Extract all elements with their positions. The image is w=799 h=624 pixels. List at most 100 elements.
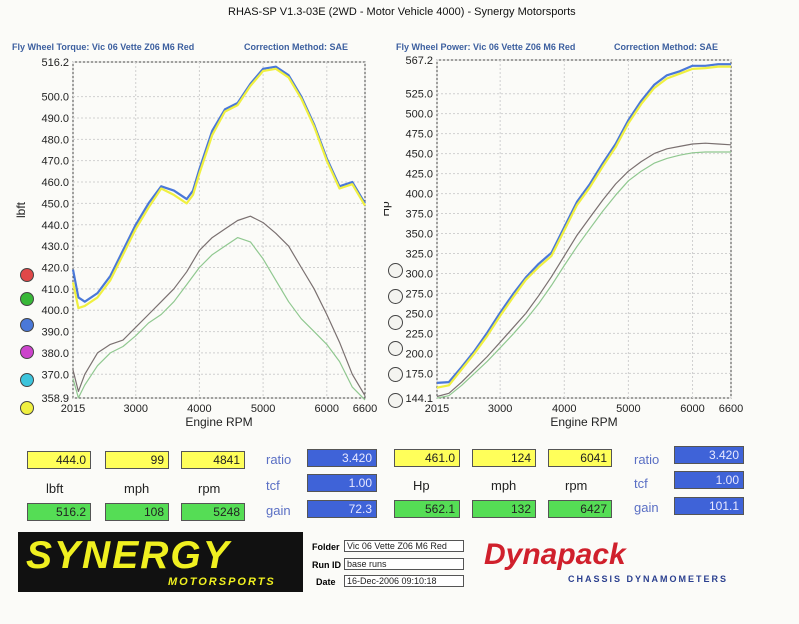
power-x-tick-label: 5000 (616, 403, 640, 415)
power-x-tick-label: 6000 (680, 403, 704, 415)
power-y-tick-label: 200.0 (405, 348, 433, 360)
legend-empty-circle (388, 263, 403, 278)
power-series-yellow-line (436, 65, 731, 389)
folder-value: Vic 06 Vette Z06 M6 Red (344, 540, 464, 552)
legend-dot-cyan (20, 373, 34, 387)
right-unit-label: Hp (413, 478, 430, 493)
dynapack-logo-subtext: CHASSIS DYNAMOMETERS (568, 574, 729, 584)
report-title: RHAS-SP V1.3-03E (2WD - Motor Vehicle 40… (228, 6, 576, 18)
legend-dot-magenta (20, 345, 34, 359)
power-series-gray-line (436, 142, 732, 398)
right-correction-method: Correction Method: SAE (614, 42, 719, 52)
torque-y-axis-label: lbft (14, 201, 28, 218)
torque-x-tick-label: 6000 (315, 403, 339, 415)
torque-y-tick-label: 420.0 (41, 262, 69, 274)
left-max-mph: 108 (105, 503, 169, 521)
left-peak-rpm: 4841 (181, 451, 245, 469)
left-ratio-label: ratio (266, 452, 292, 467)
right-gain-value: 101.1 (674, 497, 744, 515)
power-chart: 2015 3000 4000 5000 6000 6600 567.2 525.0 500.0 4… (384, 55, 743, 429)
power-y-tick-label: 400.0 (405, 189, 433, 201)
torque-x-tick-label: 4000 (187, 403, 211, 415)
synergy-logo-text: SYNERGY (26, 534, 231, 577)
power-y-tick-label: 250.0 (405, 308, 433, 320)
right-max-value: 562.1 (394, 500, 460, 518)
torque-x-tick-label: 6600 (353, 403, 377, 415)
torque-y-tick-label: 450.0 (41, 198, 69, 210)
dynapack-logo: Dynapack (484, 538, 626, 571)
right-ratio-label: ratio (634, 452, 660, 467)
power-y-tick-label: 325.0 (405, 248, 433, 260)
left-max-rpm: 5248 (181, 503, 245, 521)
power-x-axis-label: Engine RPM (550, 415, 617, 429)
torque-y-tick-label: 460.0 (41, 177, 69, 189)
power-y-tick-label: 300.0 (405, 268, 433, 280)
left-gain-value: 72.3 (307, 500, 377, 518)
power-x-tick-label: 3000 (488, 403, 512, 415)
left-rpm-label: rpm (198, 481, 221, 496)
right-chart-subtitle: Fly Wheel Power: Vic 06 Vette Z06 M6 Red (396, 42, 576, 52)
right-peak-rpm: 6041 (548, 449, 612, 467)
torque-series-lightgreen-line (72, 237, 366, 401)
torque-x-tick-label: 3000 (123, 403, 147, 415)
torque-series-yellow-line (71, 67, 366, 310)
power-y-tick-label: 144.1 (405, 393, 433, 405)
power-x-tick-label: 6600 (719, 403, 743, 415)
folder-label: Folder (312, 542, 340, 552)
torque-y-tick-label: 410.0 (41, 284, 69, 296)
left-gain-label: gain (266, 503, 291, 518)
legend-empty-circle (388, 315, 403, 330)
torque-plot-frame (72, 61, 366, 399)
right-max-mph: 132 (472, 500, 536, 518)
right-peak-mph: 124 (472, 449, 536, 467)
power-y-tick-label: 425.0 (405, 169, 433, 181)
runid-label: Run ID (312, 560, 341, 570)
left-tcf-label: tcf (266, 478, 280, 493)
legend-dot-green (20, 292, 34, 306)
power-x-tick-label: 4000 (552, 403, 576, 415)
power-y-tick-label: 500.0 (405, 109, 433, 121)
right-tcf-value: 1.00 (674, 471, 744, 489)
power-x-tick-label: 2015 (425, 403, 449, 415)
right-mph-label: mph (491, 478, 517, 493)
left-unit-label: lbft (46, 481, 64, 496)
torque-y-tick-label: 470.0 (41, 156, 69, 168)
torque-x-axis-label: Engine RPM (185, 415, 252, 429)
torque-y-tick-label: 490.0 (41, 113, 69, 125)
torque-y-tick-label: 358.9 (41, 393, 69, 405)
left-chart-subtitle: Fly Wheel Torque: Vic 06 Vette Z06 M6 Re… (12, 42, 195, 52)
legend-empty-circle (388, 393, 403, 408)
torque-series-gray-line (72, 215, 366, 397)
torque-y-tick-label: 370.0 (41, 369, 69, 381)
legend-empty-circle (388, 367, 403, 382)
power-y-tick-label: 350.0 (405, 229, 433, 241)
left-ratio-value: 3.420 (307, 449, 377, 467)
torque-x-tick-label: 5000 (251, 403, 275, 415)
runid-value: base runs (344, 558, 464, 570)
power-plot-frame (436, 59, 732, 399)
right-gain-label: gain (634, 500, 659, 515)
torque-y-tick-label: 440.0 (41, 220, 69, 232)
left-peak-value: 444.0 (27, 451, 91, 469)
power-y-tick-label: 475.0 (405, 129, 433, 141)
legend-dot-blue (20, 318, 34, 332)
right-rpm-label: rpm (565, 478, 588, 493)
left-tcf-value: 1.00 (307, 474, 377, 492)
power-y-axis-label: Hp (384, 201, 392, 217)
right-ratio-value: 3.420 (674, 446, 744, 464)
right-max-rpm: 6427 (548, 500, 612, 518)
legend-dot-yellow (20, 401, 34, 415)
power-series-blue-line (436, 63, 731, 384)
legend-empty-circle (388, 341, 403, 356)
torque-y-tick-label: 516.2 (41, 57, 69, 69)
torque-x-tick-label: 2015 (61, 403, 85, 415)
power-y-tick-label: 375.0 (405, 209, 433, 221)
date-label: Date (316, 577, 336, 587)
power-y-tick-label: 567.2 (405, 55, 433, 67)
torque-y-tick-label: 390.0 (41, 327, 69, 339)
date-value: 16-Dec-2006 09:10:18 (344, 575, 464, 587)
legend-empty-circle (388, 289, 403, 304)
torque-y-tick-label: 400.0 (41, 305, 69, 317)
synergy-logo: SYNERGY MOTORSPORTS (18, 532, 303, 592)
torque-y-tick-label: 380.0 (41, 348, 69, 360)
